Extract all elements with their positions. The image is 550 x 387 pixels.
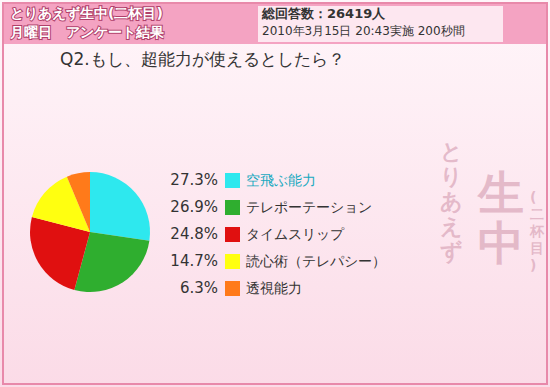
svg-text:生: 生 [476,166,524,220]
svg-text:14.7%: 14.7% [170,252,218,270]
svg-text:タイムスリップ: タイムスリップ [246,226,345,242]
svg-text:テレポーテーション: テレポーテーション [246,199,372,215]
svg-text:): ) [530,257,536,273]
svg-text:空飛ぶ能力: 空飛ぶ能力 [246,172,316,188]
svg-text:ず: ず [440,239,463,265]
svg-text:6.3%: 6.3% [180,279,218,297]
svg-text:2010年3月15日 20:43実施 200秒間: 2010年3月15日 20:43実施 200秒間 [262,24,465,38]
svg-text:Q2.もし、超能力が使えるとしたら？: Q2.もし、超能力が使えるとしたら？ [60,49,345,69]
svg-text:27.3%: 27.3% [170,171,218,189]
svg-text:24.8%: 24.8% [170,225,218,243]
svg-text:り: り [440,164,463,189]
svg-text:とりあえず生中(二杯目): とりあえず生中(二杯目) [10,5,163,22]
svg-text:と: と [440,139,463,164]
svg-text:総回答数：26419人: 総回答数：26419人 [261,6,386,21]
svg-text:26.9%: 26.9% [170,198,218,216]
svg-text:え: え [440,214,463,239]
svg-text:中: 中 [478,216,524,270]
svg-text:読心術（テレパシー）: 読心術（テレパシー） [246,253,386,269]
svg-text:杯: 杯 [529,223,545,239]
svg-text:目: 目 [530,240,544,256]
svg-text:(: ( [530,189,536,205]
svg-text:二: 二 [530,206,544,222]
svg-text:月曜日 アンケート結果: 月曜日 アンケート結果 [9,24,165,40]
svg-text:透視能力: 透視能力 [246,280,302,296]
svg-text:あ: あ [440,189,463,214]
